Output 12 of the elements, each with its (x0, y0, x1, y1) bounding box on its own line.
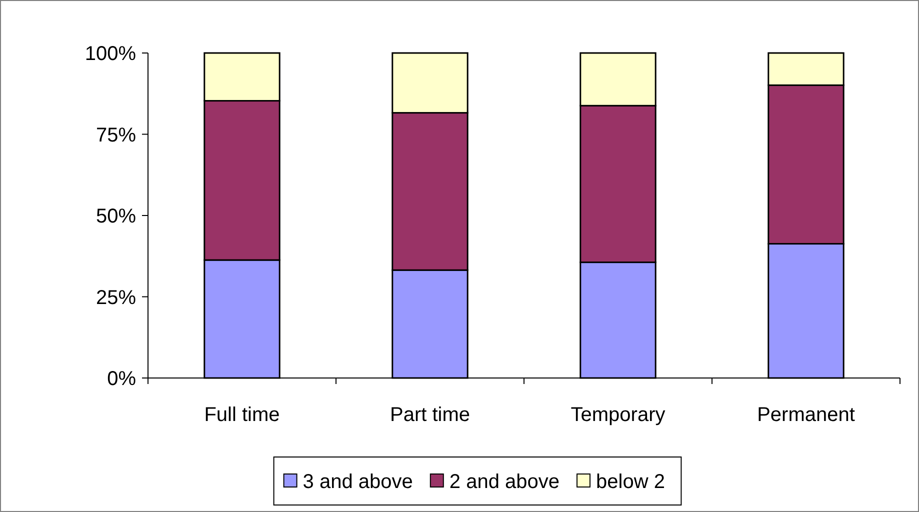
legend-label: below 2 (596, 471, 665, 493)
x-tick-label: Temporary (570, 404, 666, 426)
y-tick-label: 25% (96, 286, 136, 309)
y-tick-label: 100% (84, 43, 136, 65)
y-tick-label: 50% (96, 206, 136, 228)
y-tick-label: 75% (96, 124, 136, 146)
x-tick-label: Full time (204, 404, 280, 426)
legend-label: 3 and above (302, 471, 413, 493)
y-tick-label: 0% (107, 368, 136, 390)
x-tick-label: Part time (390, 404, 470, 426)
legend-label: 2 and above (449, 471, 560, 493)
x-tick-label: Permanent (757, 404, 856, 426)
